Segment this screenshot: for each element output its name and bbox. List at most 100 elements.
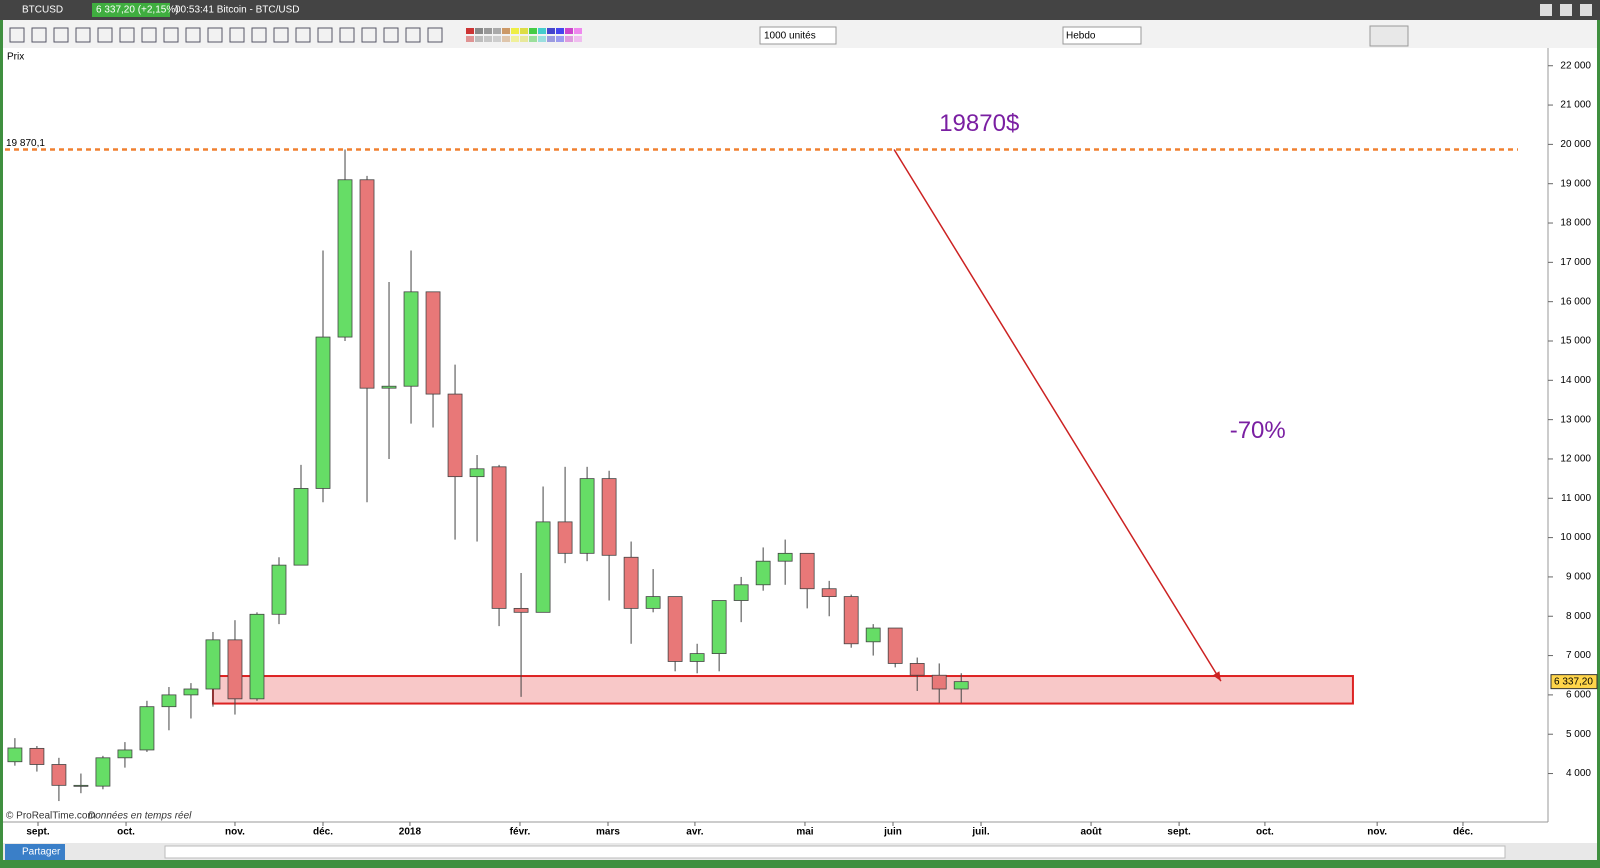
candle-body [381, 385, 397, 389]
y-tick-label: 9 000 [1566, 572, 1591, 583]
color-swatch [502, 36, 510, 42]
candle-body [161, 694, 177, 708]
x-tick-label: avr. [686, 827, 703, 838]
tool-icon[interactable] [339, 27, 355, 43]
y-tick-label: 4 000 [1566, 768, 1591, 779]
color-swatch [475, 36, 483, 42]
tool-icon[interactable] [185, 27, 201, 43]
candle-body [29, 747, 45, 765]
color-swatch [511, 28, 519, 34]
tool-icon[interactable] [75, 27, 91, 43]
share: Partager [22, 847, 61, 858]
realtime: Données en temps réel [88, 811, 192, 822]
tool-icon[interactable] [295, 27, 311, 43]
window-button[interactable] [1560, 4, 1572, 16]
color-swatch [556, 36, 564, 42]
resistance-label: 19 870,1 [6, 138, 45, 149]
candle-body [689, 653, 705, 662]
tool-icon[interactable] [361, 27, 377, 43]
tool-icon[interactable] [141, 27, 157, 43]
y-tick-label: 8 000 [1566, 611, 1591, 622]
tool-icon[interactable] [251, 27, 267, 43]
candle-body [953, 681, 969, 690]
period-select[interactable] [1062, 26, 1142, 45]
candle-body [909, 663, 925, 676]
symbol: BTCUSD [22, 5, 63, 16]
candle-body [73, 784, 89, 787]
tool-icon[interactable] [383, 27, 399, 43]
candle-body [359, 179, 375, 389]
x-tick-label: juin [883, 827, 902, 838]
window-button[interactable] [1580, 4, 1592, 16]
tool-icon[interactable] [9, 27, 25, 43]
x-tick-label: 2018 [399, 827, 422, 838]
arrow [893, 149, 1222, 682]
window-button[interactable] [1540, 4, 1552, 16]
y-tick-label: 12 000 [1560, 454, 1591, 465]
y-tick-label: 5 000 [1566, 729, 1591, 740]
candle-body [337, 179, 353, 338]
tool-icon[interactable] [273, 27, 289, 43]
candle-body [249, 613, 265, 700]
tool-icon[interactable] [405, 27, 421, 43]
color-swatch [484, 36, 492, 42]
color-swatch [565, 28, 573, 34]
candle-body [469, 468, 485, 478]
x-tick-label: juil. [971, 827, 989, 838]
share-button[interactable] [5, 844, 65, 860]
x-tick-label: mai [796, 827, 813, 838]
candle-body [51, 764, 67, 786]
candle-body [557, 521, 573, 554]
candle-body [7, 747, 23, 763]
tool-icon[interactable] [119, 27, 135, 43]
candle-body [183, 688, 199, 696]
color-swatch [538, 36, 546, 42]
title-bar [0, 0, 1600, 20]
color-swatch [547, 28, 555, 34]
tool-icon[interactable] [229, 27, 245, 43]
x-tick-label: sept. [1167, 827, 1191, 838]
candle-body [931, 674, 947, 690]
y-tick-label: 13 000 [1560, 414, 1591, 425]
color-swatch [556, 28, 564, 34]
color-swatch [574, 36, 582, 42]
scrollbar[interactable] [164, 845, 1506, 859]
x-tick-label: nov. [225, 827, 245, 838]
tool-icon[interactable] [163, 27, 179, 43]
x-tick-label: nov. [1367, 827, 1387, 838]
color-swatch [466, 28, 474, 34]
candle-body [601, 478, 617, 556]
x-tick-label: août [1081, 827, 1103, 838]
tool-icon[interactable] [53, 27, 69, 43]
x-tick-label: déc. [313, 827, 333, 838]
tool-icon[interactable] [31, 27, 47, 43]
units: 1000 unités [764, 31, 816, 42]
color-swatch [520, 28, 528, 34]
color-swatch [547, 36, 555, 42]
candle-body [579, 478, 595, 554]
copyright: © ProRealTime.com [6, 811, 96, 822]
tool-icon[interactable] [317, 27, 333, 43]
last-price-box [1550, 674, 1598, 690]
color-swatch [538, 28, 546, 34]
y-tick-label: 17 000 [1560, 257, 1591, 268]
support-zone [211, 675, 1354, 705]
y-tick-label: 16 000 [1560, 296, 1591, 307]
y-tick-label: 18 000 [1560, 218, 1591, 229]
candle-body [95, 757, 111, 787]
candle-body [843, 596, 859, 645]
y-tick-label: 11 000 [1561, 493, 1591, 504]
tool-icon[interactable] [207, 27, 223, 43]
candle-body [293, 488, 309, 566]
x-tick-label: sept. [26, 827, 50, 838]
tool-icon[interactable] [97, 27, 113, 43]
chart-type-button[interactable] [1369, 25, 1409, 47]
candle-body [777, 552, 793, 562]
units-select[interactable] [759, 26, 837, 45]
x-tick-label: févr. [510, 827, 531, 838]
annotation: 19870$ [939, 110, 1019, 137]
candle-body [799, 552, 815, 590]
color-swatch [529, 28, 537, 34]
tool-icon[interactable] [427, 27, 443, 43]
candle-body [117, 749, 133, 759]
